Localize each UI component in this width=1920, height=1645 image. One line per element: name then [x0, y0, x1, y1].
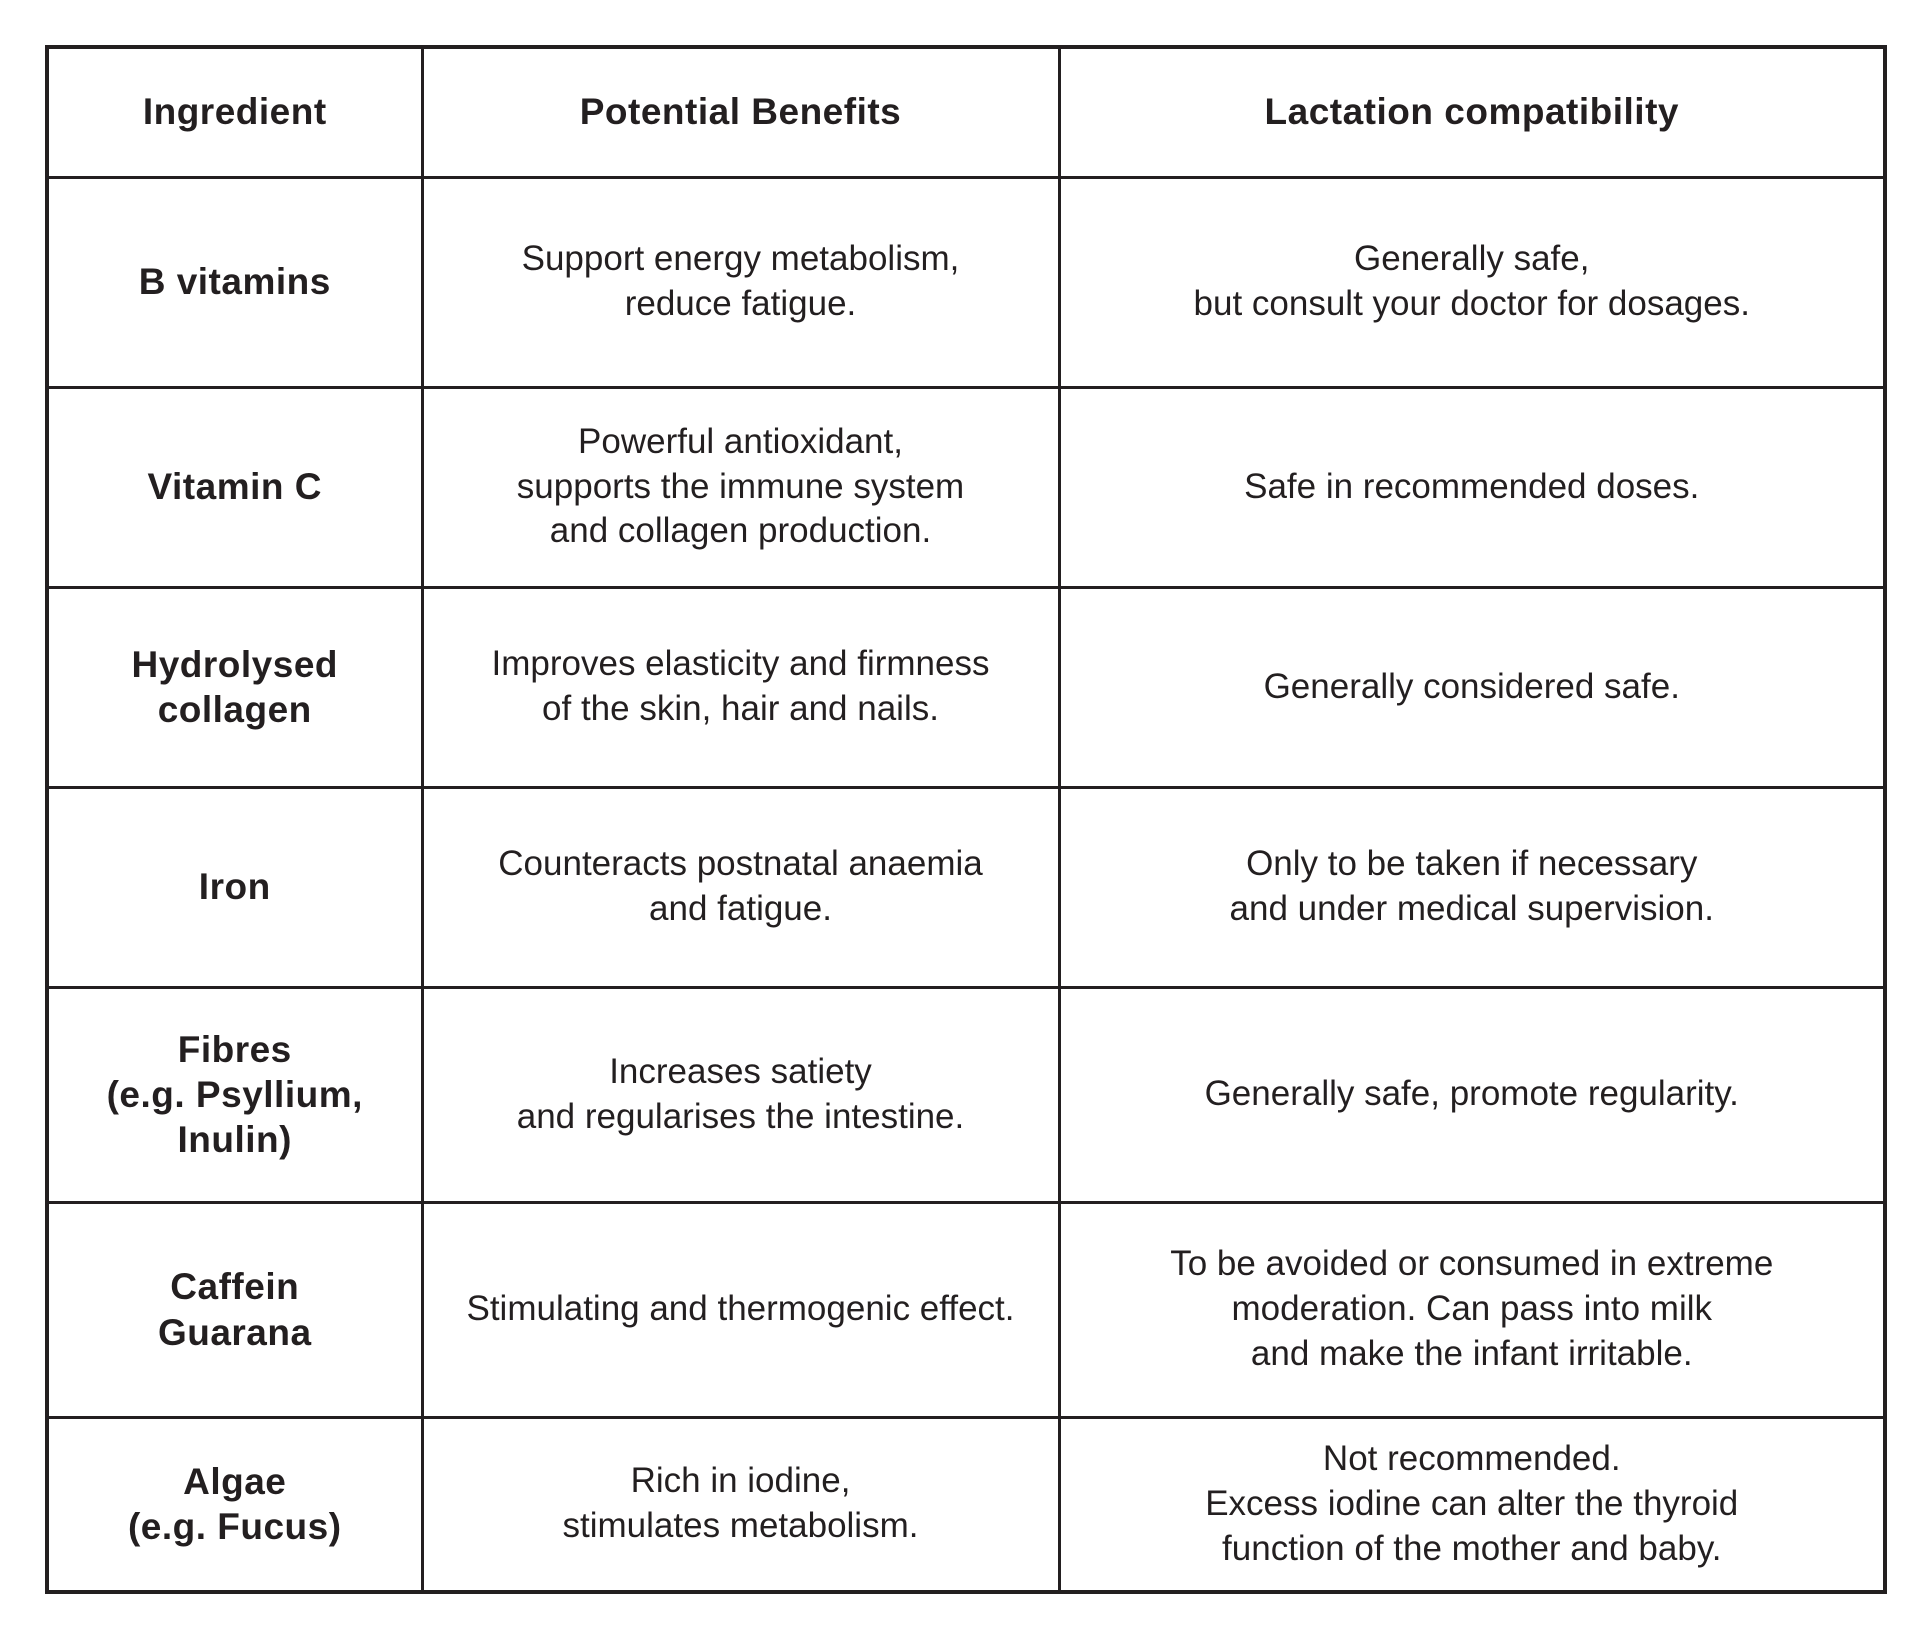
benefits-text: Rich in iodine, stimulates metabolism.: [420, 1415, 1061, 1594]
benefits-text: Stimulating and thermogenic effect.: [420, 1200, 1061, 1419]
compatibility-text: Generally considered safe.: [1057, 585, 1887, 789]
compatibility-text: Safe in recommended doses.: [1057, 385, 1887, 589]
benefits-text: Increases satiety and regularises the in…: [420, 985, 1061, 1204]
compatibility-text: Only to be taken if necessary and under …: [1057, 785, 1887, 989]
ingredients-lactation-table: Ingredient Potential Benefits Lactation …: [45, 45, 1887, 1594]
ingredient-name: Caffein Guarana: [45, 1200, 424, 1419]
compatibility-text: Generally safe, promote regularity.: [1057, 985, 1887, 1204]
ingredient-name: Algae (e.g. Fucus): [45, 1415, 424, 1594]
benefits-text: Improves elasticity and firmness of the …: [420, 585, 1061, 789]
table-row-hydrolysed-collagen: Hydrolysed collagen Improves elasticity …: [45, 585, 1887, 789]
table-row-b-vitamins: B vitamins Support energy metabolism, re…: [45, 175, 1887, 389]
ingredient-name: Hydrolysed collagen: [45, 585, 424, 789]
compatibility-text: To be avoided or consumed in extreme mod…: [1057, 1200, 1887, 1419]
ingredient-name: Iron: [45, 785, 424, 989]
table-row-vitamin-c: Vitamin C Powerful antioxidant, supports…: [45, 385, 1887, 589]
header-potential-benefits: Potential Benefits: [420, 45, 1061, 179]
ingredient-name: Fibres (e.g. Psyllium, Inulin): [45, 985, 424, 1204]
table-header-row: Ingredient Potential Benefits Lactation …: [45, 45, 1887, 179]
compatibility-text: Not recommended. Excess iodine can alter…: [1057, 1415, 1887, 1594]
benefits-text: Counteracts postnatal anaemia and fatigu…: [420, 785, 1061, 989]
table-row-iron: Iron Counteracts postnatal anaemia and f…: [45, 785, 1887, 989]
table-row-fibres: Fibres (e.g. Psyllium, Inulin) Increases…: [45, 985, 1887, 1204]
compatibility-text: Generally safe, but consult your doctor …: [1057, 175, 1887, 389]
ingredient-name: Vitamin C: [45, 385, 424, 589]
benefits-text: Support energy metabolism, reduce fatigu…: [420, 175, 1061, 389]
table-row-algae: Algae (e.g. Fucus) Rich in iodine, stimu…: [45, 1415, 1887, 1594]
table-row-caffein-guarana: Caffein Guarana Stimulating and thermoge…: [45, 1200, 1887, 1419]
header-lactation-compatibility: Lactation compatibility: [1057, 45, 1887, 179]
benefits-text: Powerful antioxidant, supports the immun…: [420, 385, 1061, 589]
header-ingredient: Ingredient: [45, 45, 424, 179]
ingredient-name: B vitamins: [45, 175, 424, 389]
